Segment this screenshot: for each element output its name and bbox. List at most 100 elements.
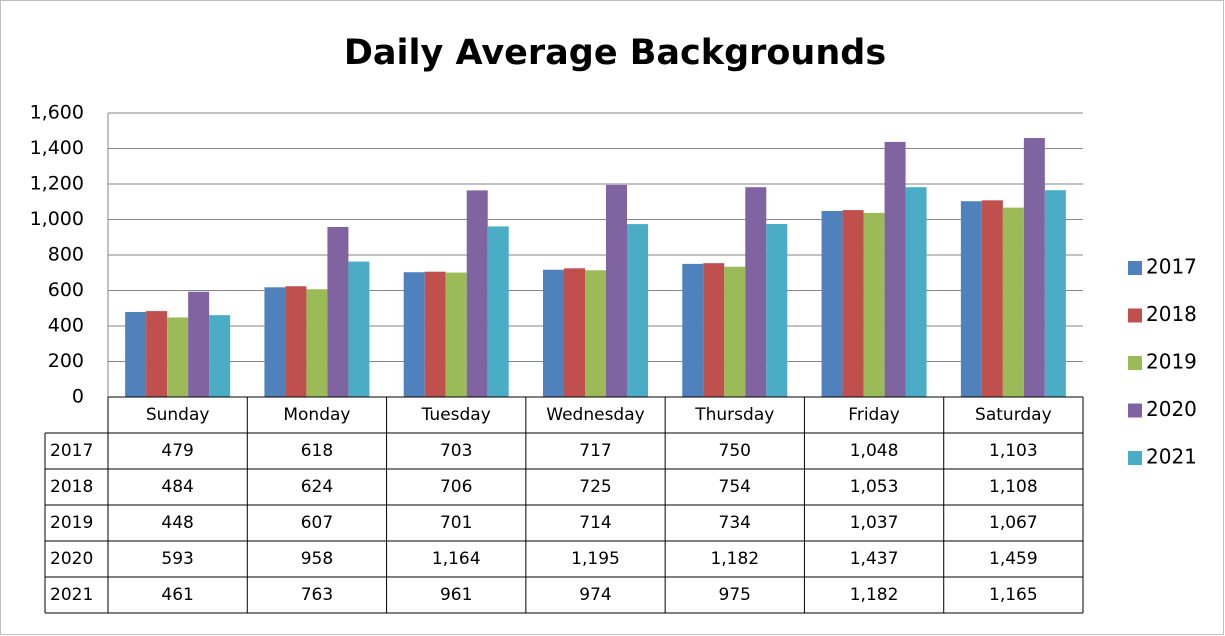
legend-swatch — [1128, 261, 1142, 275]
table-cell: 701 — [440, 513, 472, 533]
bar — [960, 201, 982, 397]
bar — [543, 269, 564, 397]
y-tick-label: 800 — [48, 244, 84, 266]
legend-swatch — [1128, 308, 1142, 323]
bar — [724, 266, 746, 397]
x-tick-label: Sunday — [146, 405, 210, 425]
bar — [905, 187, 927, 397]
table-cell: 624 — [301, 477, 333, 497]
bar — [209, 315, 231, 397]
table-row-label: 2018 — [50, 477, 93, 497]
legend-swatch — [1128, 356, 1142, 370]
bar — [146, 311, 168, 397]
y-tick-label: 200 — [48, 350, 84, 372]
x-tick-label: Monday — [283, 405, 350, 425]
table-cell: 1,103 — [989, 441, 1038, 461]
legend-label: 2020 — [1146, 397, 1197, 421]
x-tick-label: Friday — [848, 405, 900, 425]
table-cell: 714 — [579, 513, 611, 533]
bar — [884, 141, 906, 397]
table-cell: 1,067 — [989, 513, 1038, 533]
table-cell: 1,195 — [571, 549, 620, 569]
table-cell: 706 — [440, 477, 472, 497]
table-row-label: 2020 — [50, 549, 93, 569]
table-cell: 754 — [719, 477, 751, 497]
x-tick-label: Saturday — [975, 405, 1052, 425]
table-cell: 1,037 — [850, 513, 899, 533]
table-cell: 1,182 — [710, 549, 759, 569]
table-cell: 1,437 — [850, 549, 899, 569]
table-cell: 763 — [301, 585, 333, 605]
table-row-label: 2019 — [50, 513, 93, 533]
bar — [348, 261, 370, 397]
y-tick-label: 1,400 — [30, 137, 84, 159]
bar — [306, 289, 328, 397]
legend-swatch — [1128, 451, 1142, 465]
legend-label: 2019 — [1146, 350, 1197, 374]
bar — [403, 272, 425, 397]
table-cell: 1,165 — [989, 585, 1038, 605]
bar — [766, 223, 788, 397]
table-row-label: 2017 — [50, 441, 93, 461]
bar — [125, 311, 147, 397]
table-cell: 1,048 — [850, 441, 899, 461]
table-row-label: 2021 — [50, 585, 93, 605]
table-cell: 961 — [440, 585, 472, 605]
bar — [167, 317, 189, 397]
bar — [585, 270, 606, 397]
bar — [703, 263, 725, 397]
y-tick-label: 1,600 — [30, 102, 84, 124]
table-cell: 479 — [161, 441, 193, 461]
bar — [863, 212, 885, 397]
bar — [188, 291, 210, 397]
table-cell: 618 — [301, 441, 333, 461]
table-cell: 1,053 — [850, 477, 899, 497]
table-cell: 958 — [301, 549, 333, 569]
legend-label: 2018 — [1146, 302, 1197, 326]
table-cell: 607 — [301, 513, 333, 533]
bar — [1044, 190, 1066, 397]
y-tick-label: 600 — [48, 279, 84, 301]
table-cell: 1,164 — [432, 549, 481, 569]
y-tick-label: 0 — [72, 386, 84, 408]
bar — [821, 210, 843, 397]
table-cell: 484 — [161, 477, 193, 497]
legend-swatch — [1128, 403, 1142, 418]
bar — [745, 187, 767, 397]
table-cell: 717 — [579, 441, 611, 461]
bar — [842, 210, 864, 397]
legend-label: 2021 — [1146, 445, 1197, 469]
table-cell: 1,108 — [989, 477, 1038, 497]
table-cell: 975 — [719, 585, 751, 605]
y-tick-label: 1,200 — [30, 173, 84, 195]
chart-title: Daily Average Backgrounds — [344, 33, 886, 73]
table-cell: 1,182 — [850, 585, 899, 605]
bar — [327, 226, 349, 397]
bar — [466, 190, 488, 397]
bar — [424, 271, 446, 397]
table-cell: 461 — [161, 585, 193, 605]
table-cell: 448 — [161, 513, 193, 533]
table-cell: 750 — [719, 441, 751, 461]
table-cell: 1,459 — [989, 549, 1038, 569]
table-cell: 974 — [579, 585, 611, 605]
table-cell: 725 — [579, 477, 611, 497]
bar — [1002, 207, 1024, 397]
x-tick-label: Thursday — [694, 405, 774, 425]
bar — [981, 200, 1003, 397]
x-tick-label: Tuesday — [421, 405, 491, 425]
legend-label: 2017 — [1146, 255, 1197, 279]
table-cell: 734 — [719, 513, 751, 533]
bar — [487, 226, 509, 397]
table-cell: 703 — [440, 441, 472, 461]
bar — [606, 184, 627, 397]
bar — [264, 287, 286, 397]
bar — [1023, 138, 1045, 397]
y-tick-label: 1,000 — [30, 208, 84, 230]
bar — [682, 263, 704, 397]
bar — [285, 286, 307, 397]
bar — [627, 224, 648, 397]
y-tick-label: 400 — [48, 315, 84, 337]
bar — [564, 268, 585, 397]
